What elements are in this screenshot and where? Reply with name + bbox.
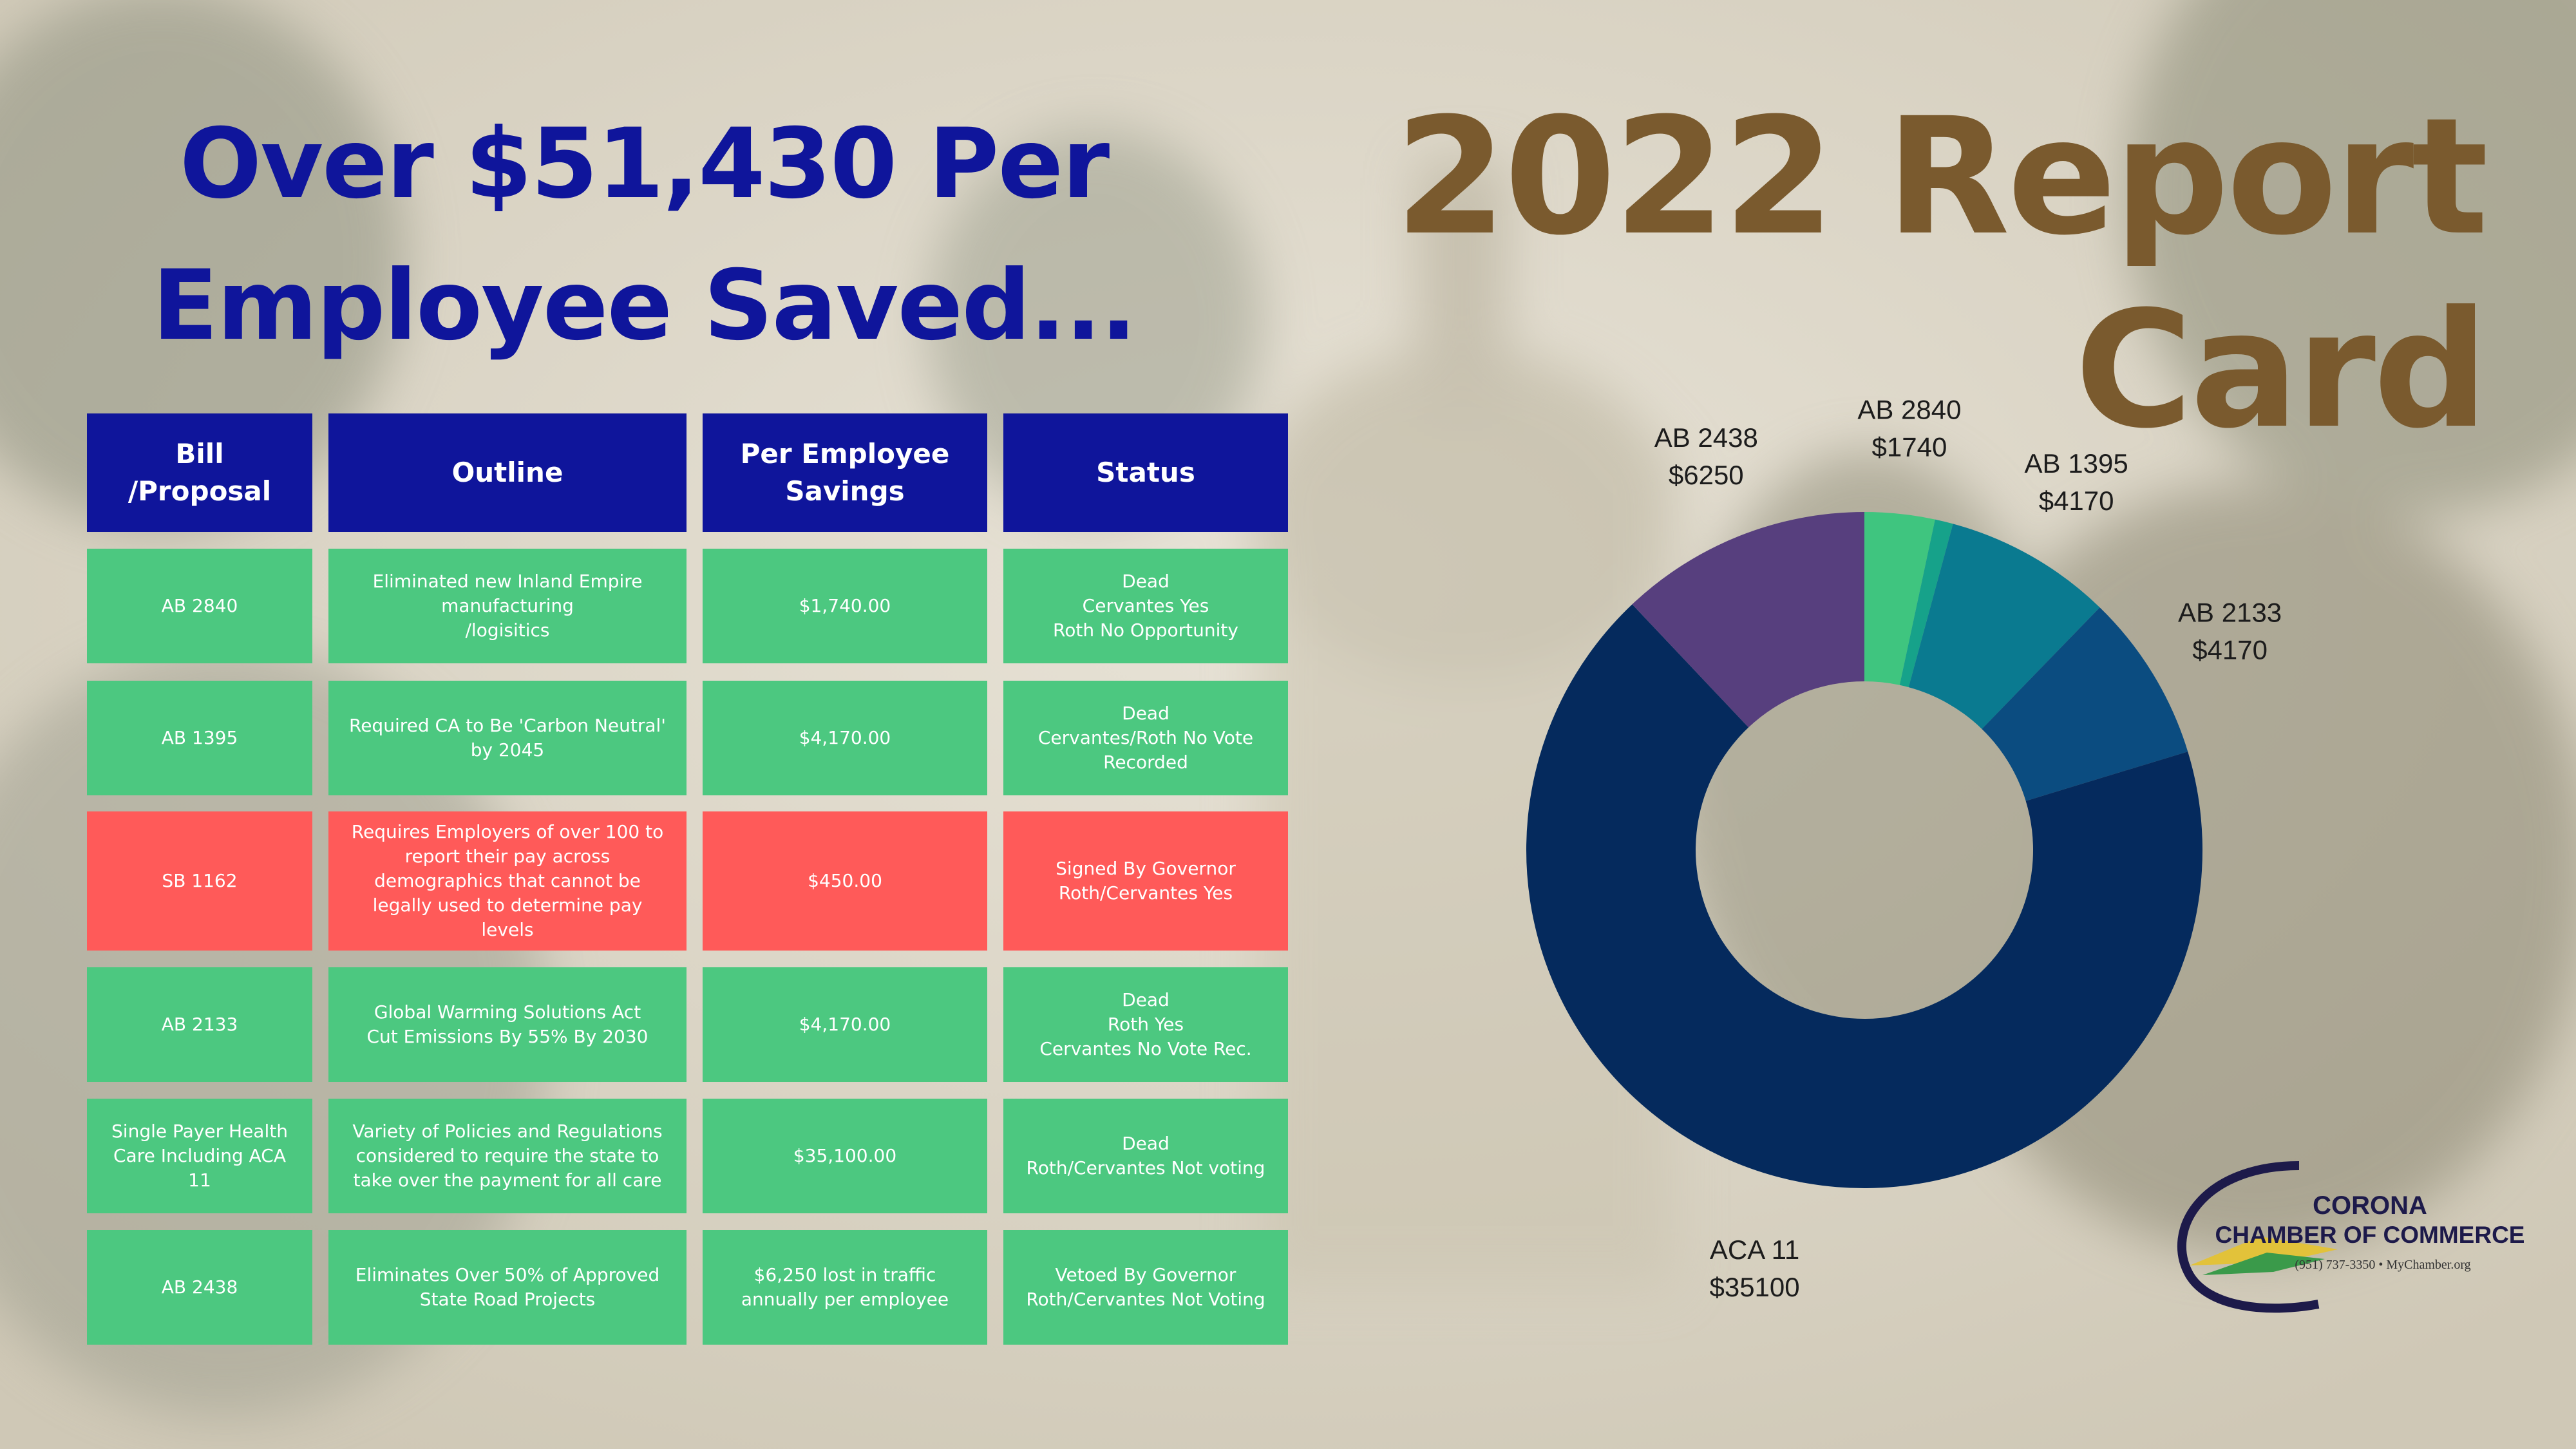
table-cell-status: Vetoed By Governor Roth/Cervantes Not Vo… [1003,1230,1288,1345]
logo-swoosh [2177,1161,2320,1313]
table-header-savings: Per Employee Savings [703,413,987,532]
donut-slice [1632,512,1864,728]
table-cell-status: Dead Roth Yes Cervantes No Vote Rec. [1003,967,1288,1082]
slice-value-label: $6250 [1669,460,1744,490]
table-header-bill: Bill /Proposal [87,413,312,532]
table-cell-savings: $4,170.00 [703,967,987,1082]
table-cell-bill: AB 2438 [87,1230,312,1345]
table-cell-savings: $450.00 [703,811,987,951]
report-card-title-line-2: Card [2074,276,2488,464]
table-cell-outline: Eliminated new Inland Empire manufacturi… [328,549,687,663]
slice-label: AB 2840 [1857,395,1961,425]
slice-value-label: $35100 [1709,1272,1799,1302]
slice-label: AB 1395 [2025,448,2128,478]
table-cell-status: Dead Cervantes/Roth No Vote Recorded [1003,681,1288,795]
report-card-title-line-1: 2022 Report [1394,83,2488,270]
table-cell-savings: $35,100.00 [703,1099,987,1213]
table-cell-bill: Single Payer Health Care Including ACA 1… [87,1099,312,1213]
logo-line-2: CHAMBER OF COMMERCE [2215,1222,2524,1248]
table-cell-savings: $6,250 lost in traffic annually per empl… [703,1230,987,1345]
table-cell-bill: AB 2840 [87,549,312,663]
slice-value-label: $1740 [1872,432,1947,462]
table-cell-outline: Required CA to Be 'Carbon Neutral' by 20… [328,681,687,795]
logo-ribbon [2190,1236,2338,1265]
slice-label: AB 2133 [2178,598,2282,628]
headline-line-1: Over $51,430 Per [179,108,1110,220]
slice-label: AB 2438 [1654,422,1758,453]
table-cell-status: Dead Cervantes Yes Roth No Opportunity [1003,549,1288,663]
table-cell-outline: Eliminates Over 50% of Approved State Ro… [328,1230,687,1345]
table-cell-savings: $4,170.00 [703,681,987,795]
slice-value-label: $4170 [2039,486,2114,516]
logo-line-3: (951) 737-3350 • MyChamber.org [2295,1258,2470,1272]
headline-line-2: Employee Saved... [152,250,1137,362]
table-header-status: Status [1003,413,1288,532]
slice-label: ACA 11 [1710,1235,1799,1265]
table-cell-bill: AB 2133 [87,967,312,1082]
table-cell-savings: $1,740.00 [703,549,987,663]
logo-ribbon-green [2202,1253,2325,1275]
table-header-outline: Outline [328,413,687,532]
donut-slice [1982,607,2188,801]
table-cell-outline: Global Warming Solutions Act Cut Emissio… [328,967,687,1082]
table-cell-bill: AB 1395 [87,681,312,795]
slice-value-label: $4170 [2192,635,2268,665]
donut-slice [1526,604,2202,1188]
table-cell-outline: Variety of Policies and Regulations cons… [328,1099,687,1213]
donut-slice [1899,519,1953,688]
logo-line-1: CORONA [2313,1191,2427,1220]
table-cell-outline: Requires Employers of over 100 to report… [328,811,687,951]
donut-slice [1908,524,2100,729]
table-cell-status: Signed By Governor Roth/Cervantes Yes [1003,811,1288,951]
savings-donut-chart: AB 2840 $1740 AB 1395 $4170 AB 2133 $4170 ACA … [1526,395,2282,1302]
donut-slice [1864,512,1935,685]
table-cell-status: Dead Roth/Cervantes Not voting [1003,1099,1288,1213]
corona-chamber-logo: CORONA CHAMBER OF COMMERCE (951) 737-335… [2177,1161,2524,1313]
table-cell-bill: SB 1162 [87,811,312,951]
